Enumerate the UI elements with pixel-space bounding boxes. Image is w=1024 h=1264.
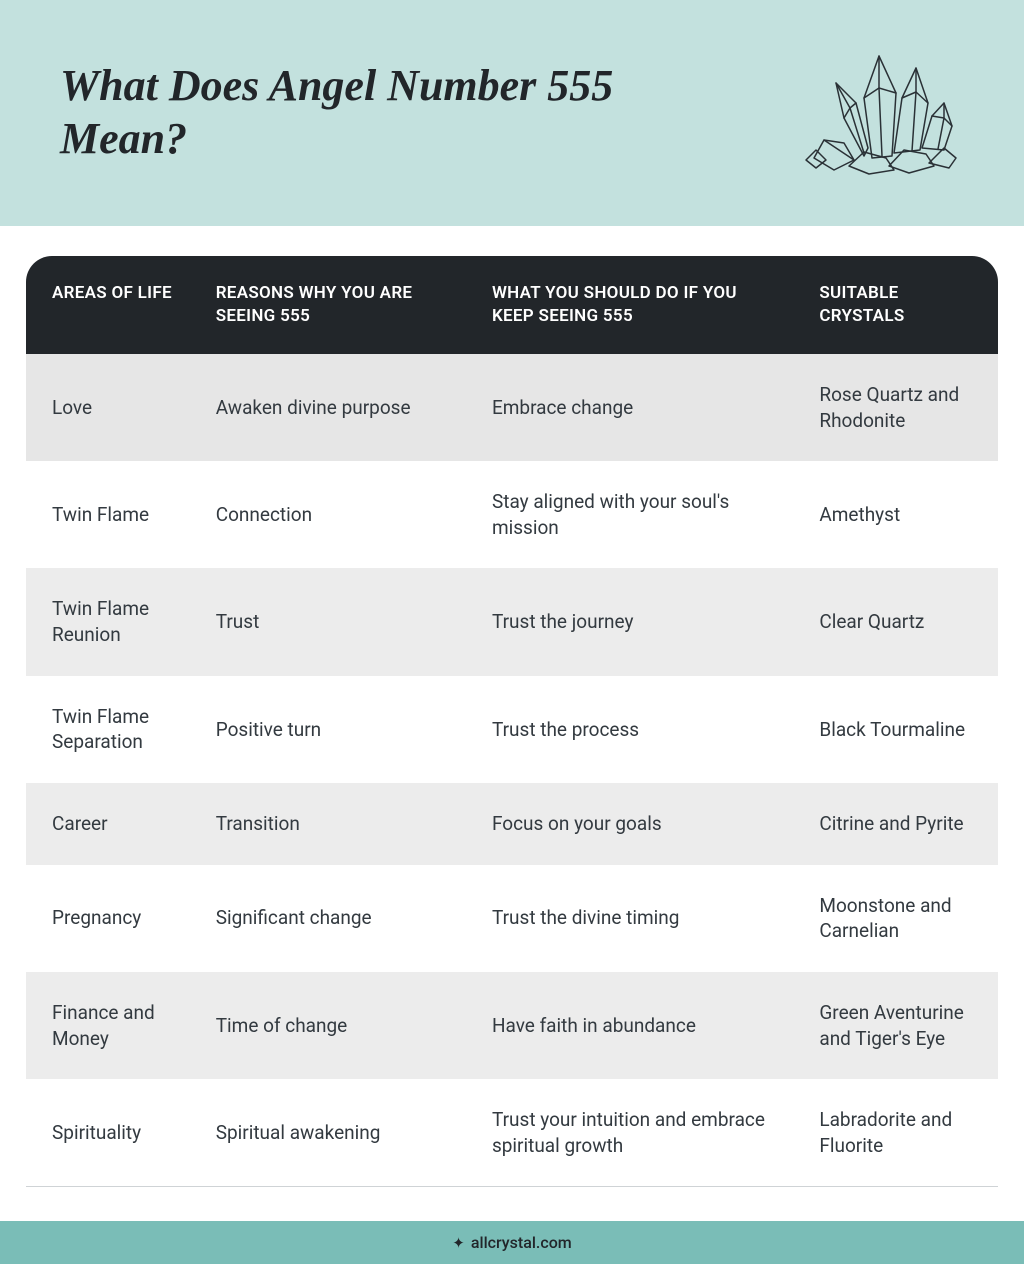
- column-header-crystal: SUITABLE CRYSTALS: [793, 256, 998, 354]
- cell-action: Trust your intuition and embrace spiritu…: [466, 1079, 793, 1186]
- cell-action: Trust the process: [466, 676, 793, 783]
- crystal-cluster-icon: [794, 48, 964, 178]
- cell-action: Have faith in abundance: [466, 972, 793, 1079]
- table-row: Pregnancy Significant change Trust the d…: [26, 865, 998, 972]
- cell-reason: Spiritual awakening: [190, 1079, 466, 1186]
- cell-area: Twin Flame Reunion: [26, 568, 190, 675]
- table-body: Love Awaken divine purpose Embrace chang…: [26, 354, 998, 1187]
- page-title: What Does Angel Number 555 Mean?: [60, 60, 620, 166]
- cell-area: Spirituality: [26, 1079, 190, 1186]
- cell-reason: Positive turn: [190, 676, 466, 783]
- cell-action: Stay aligned with your soul's mission: [466, 461, 793, 568]
- meaning-table: AREAS OF LIFE REASONS WHY YOU ARE SEEING…: [26, 256, 998, 1186]
- cell-action: Focus on your goals: [466, 783, 793, 865]
- page-header: What Does Angel Number 555 Mean?: [0, 0, 1024, 226]
- footer-site: allcrystal.com: [471, 1233, 572, 1252]
- cell-reason: Connection: [190, 461, 466, 568]
- table-row: Love Awaken divine purpose Embrace chang…: [26, 354, 998, 461]
- cell-action: Trust the journey: [466, 568, 793, 675]
- divider: [26, 1186, 998, 1187]
- table-header-row: AREAS OF LIFE REASONS WHY YOU ARE SEEING…: [26, 256, 998, 354]
- cell-crystal: Green Aventurine and Tiger's Eye: [793, 972, 998, 1079]
- column-header-action: WHAT YOU SHOULD DO IF YOU KEEP SEEING 55…: [466, 256, 793, 354]
- table-container: AREAS OF LIFE REASONS WHY YOU ARE SEEING…: [0, 226, 1024, 1186]
- column-header-area: AREAS OF LIFE: [26, 256, 190, 354]
- cell-reason: Significant change: [190, 865, 466, 972]
- cell-area: Twin Flame Separation: [26, 676, 190, 783]
- table-row: Twin Flame Reunion Trust Trust the journ…: [26, 568, 998, 675]
- cell-reason: Transition: [190, 783, 466, 865]
- cell-action: Trust the divine timing: [466, 865, 793, 972]
- page-footer: ✦ allcrystal.com: [0, 1221, 1024, 1264]
- cell-crystal: Black Tourmaline: [793, 676, 998, 783]
- cell-crystal: Clear Quartz: [793, 568, 998, 675]
- cell-area: Career: [26, 783, 190, 865]
- cell-area: Twin Flame: [26, 461, 190, 568]
- sparkle-icon: ✦: [452, 1234, 465, 1252]
- cell-crystal: Citrine and Pyrite: [793, 783, 998, 865]
- table-row: Finance and Money Time of change Have fa…: [26, 972, 998, 1079]
- cell-crystal: Labradorite and Fluorite: [793, 1079, 998, 1186]
- cell-crystal: Amethyst: [793, 461, 998, 568]
- table-row: Twin Flame Separation Positive turn Trus…: [26, 676, 998, 783]
- column-header-reason: REASONS WHY YOU ARE SEEING 555: [190, 256, 466, 354]
- cell-area: Finance and Money: [26, 972, 190, 1079]
- cell-reason: Trust: [190, 568, 466, 675]
- table-row: Twin Flame Connection Stay aligned with …: [26, 461, 998, 568]
- cell-reason: Awaken divine purpose: [190, 354, 466, 461]
- table-row: Spirituality Spiritual awakening Trust y…: [26, 1079, 998, 1186]
- cell-reason: Time of change: [190, 972, 466, 1079]
- cell-area: Love: [26, 354, 190, 461]
- cell-crystal: Moonstone and Carnelian: [793, 865, 998, 972]
- cell-crystal: Rose Quartz and Rhodonite: [793, 354, 998, 461]
- table-row: Career Transition Focus on your goals Ci…: [26, 783, 998, 865]
- cell-action: Embrace change: [466, 354, 793, 461]
- cell-area: Pregnancy: [26, 865, 190, 972]
